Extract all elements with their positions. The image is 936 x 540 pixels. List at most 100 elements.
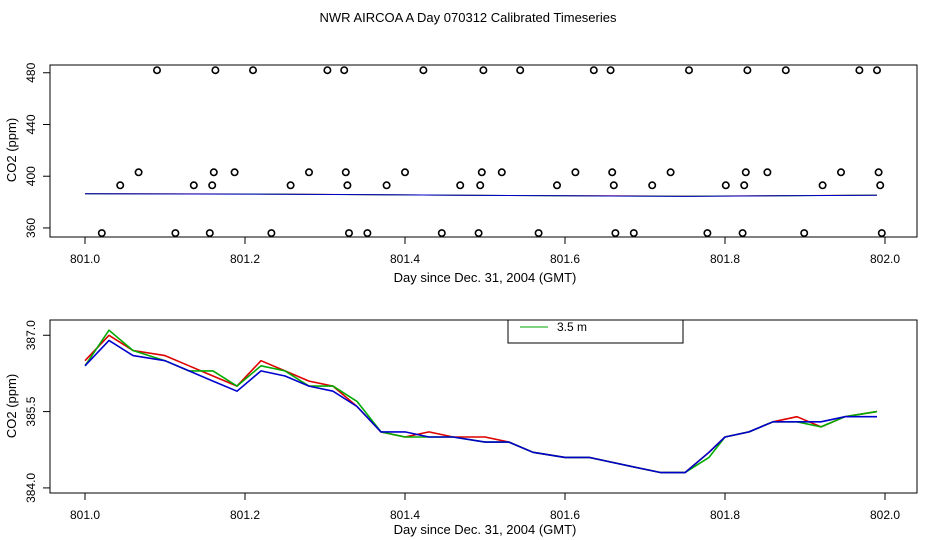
chart-bottom: 801.0 801.2 801.4 801.6 801.8 802.0 384.0 385.… (4, 319, 918, 537)
x-axis-top: 801.0 801.2 801.4 801.6 801.8 802.0 (70, 237, 900, 266)
data-point (134, 168, 143, 177)
data-point (608, 168, 617, 177)
series-line-bottom (84, 339, 877, 474)
data-point (230, 168, 239, 177)
data-point (116, 181, 125, 190)
data-point (477, 168, 486, 177)
data-point (479, 66, 488, 75)
data-point (740, 181, 749, 190)
plot-frame-top (49, 64, 918, 238)
data-point (456, 181, 465, 190)
y-tick-label-top: 480 (24, 62, 38, 82)
x-tick-label-bottom: 801.2 (230, 508, 260, 522)
data-point (666, 168, 675, 177)
series-top (84, 193, 878, 197)
x-tick-label-bottom: 801.0 (70, 508, 100, 522)
data-point (344, 229, 353, 238)
series-bottom (84, 329, 878, 474)
data-point (721, 181, 730, 190)
y-axis-bottom: 384.0 385.5 387.0 (24, 320, 50, 503)
series-line-bottom (84, 329, 878, 474)
y-tick-label-top: 360 (24, 218, 38, 238)
y-tick-label-bottom: 384.0 (24, 473, 38, 503)
data-point (208, 181, 217, 190)
data-point (534, 229, 543, 238)
y-axis-top: 360 400 440 480 (24, 62, 50, 238)
x-axis-label-top: Day since Dec. 31, 2004 (GMT) (394, 270, 577, 285)
data-point (340, 66, 349, 75)
y-tick-label-bottom: 387.0 (24, 320, 38, 350)
data-point (497, 168, 506, 177)
data-point (648, 181, 657, 190)
data-point (474, 229, 483, 238)
data-point (341, 168, 350, 177)
data-point (323, 66, 332, 75)
x-axis-bottom: 801.0 801.2 801.4 801.6 801.8 802.0 (70, 493, 900, 522)
plot-frame-bottom (49, 319, 918, 494)
data-point (836, 168, 845, 177)
data-point (286, 181, 295, 190)
x-tick-label-top: 801.8 (710, 252, 740, 266)
data-point (304, 168, 313, 177)
y-axis-label-bottom: CO2 (ppm) (4, 374, 19, 438)
data-point (781, 66, 790, 75)
data-point (800, 229, 809, 238)
x-tick-label-top: 801.2 (230, 252, 260, 266)
data-point (211, 66, 220, 75)
data-point (363, 229, 372, 238)
data-point (437, 229, 446, 238)
data-point (684, 66, 693, 75)
data-point (738, 229, 747, 238)
data-point (171, 229, 180, 238)
points-top (97, 66, 886, 238)
data-point (741, 168, 750, 177)
data-point (153, 66, 162, 75)
data-point (571, 168, 580, 177)
data-point (205, 229, 214, 238)
x-tick-label-top: 802.0 (870, 252, 900, 266)
data-point (419, 66, 428, 75)
x-tick-label-top: 801.6 (550, 252, 580, 266)
x-tick-label-bottom: 802.0 (870, 508, 900, 522)
figure-title: NWR AIRCOA A Day 070312 Calibrated Times… (320, 10, 617, 25)
data-point (249, 66, 258, 75)
chart-top: 801.0 801.2 801.4 801.6 801.8 802.0 360 400 440… (4, 62, 918, 285)
data-point (703, 229, 712, 238)
data-point (763, 168, 772, 177)
x-tick-label-top: 801.0 (70, 252, 100, 266)
data-point (382, 181, 391, 190)
series-line-top (84, 193, 878, 197)
data-point (609, 181, 618, 190)
y-axis-label-top: CO2 (ppm) (4, 118, 19, 182)
x-tick-label-bottom: 801.8 (710, 508, 740, 522)
y-tick-label-bottom: 385.5 (24, 396, 38, 426)
data-point (874, 168, 883, 177)
data-point (877, 229, 886, 238)
data-point (818, 181, 827, 190)
legend-label-3-5-m: 3.5 m (557, 320, 587, 334)
data-point (611, 229, 620, 238)
legend-box (507, 319, 684, 344)
data-point (743, 66, 752, 75)
data-point (400, 168, 409, 177)
x-tick-label-top: 801.4 (390, 252, 420, 266)
data-point (209, 168, 218, 177)
legend: 3.5 m (507, 319, 684, 344)
data-point (876, 181, 885, 190)
data-point (189, 181, 198, 190)
data-point (343, 181, 352, 190)
data-point (606, 66, 615, 75)
series-line-bottom (84, 334, 878, 474)
data-point (855, 66, 864, 75)
y-tick-label-top: 440 (24, 114, 38, 134)
x-axis-label-bottom: Day since Dec. 31, 2004 (GMT) (394, 522, 577, 537)
data-point (97, 229, 106, 238)
data-point (552, 181, 561, 190)
data-point (629, 229, 638, 238)
data-point (589, 66, 598, 75)
x-tick-label-bottom: 801.4 (390, 508, 420, 522)
y-tick-label-top: 400 (24, 166, 38, 186)
x-tick-label-bottom: 801.6 (550, 508, 580, 522)
data-point (516, 66, 525, 75)
